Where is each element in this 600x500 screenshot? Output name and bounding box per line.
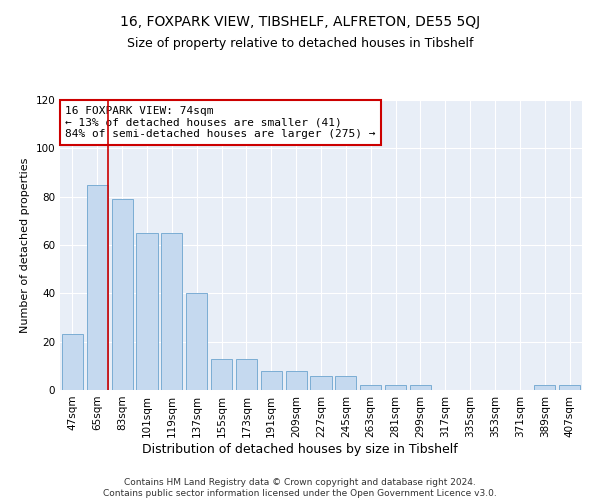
Text: Contains HM Land Registry data © Crown copyright and database right 2024.
Contai: Contains HM Land Registry data © Crown c… (103, 478, 497, 498)
Text: 16, FOXPARK VIEW, TIBSHELF, ALFRETON, DE55 5QJ: 16, FOXPARK VIEW, TIBSHELF, ALFRETON, DE… (120, 15, 480, 29)
Text: 16 FOXPARK VIEW: 74sqm
← 13% of detached houses are smaller (41)
84% of semi-det: 16 FOXPARK VIEW: 74sqm ← 13% of detached… (65, 106, 376, 139)
Bar (62, 334, 83, 390)
Y-axis label: Number of detached properties: Number of detached properties (20, 158, 30, 332)
Bar (136, 233, 158, 390)
Bar (360, 385, 381, 390)
Bar (559, 385, 580, 390)
Text: Distribution of detached houses by size in Tibshelf: Distribution of detached houses by size … (142, 442, 458, 456)
Bar (161, 233, 182, 390)
Bar (286, 370, 307, 390)
Text: Size of property relative to detached houses in Tibshelf: Size of property relative to detached ho… (127, 38, 473, 51)
Bar (87, 184, 108, 390)
Bar (211, 358, 232, 390)
Bar (112, 199, 133, 390)
Bar (335, 376, 356, 390)
Bar (385, 385, 406, 390)
Bar (236, 358, 257, 390)
Bar (410, 385, 431, 390)
Bar (261, 370, 282, 390)
Bar (310, 376, 332, 390)
Bar (534, 385, 555, 390)
Bar (186, 294, 207, 390)
